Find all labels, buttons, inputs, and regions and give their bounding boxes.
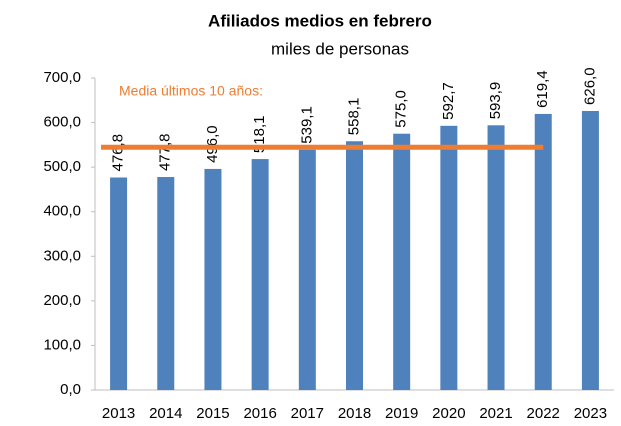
value-label: 539,1	[298, 106, 315, 144]
y-tick-label: 200,0	[43, 292, 81, 309]
y-tick-label: 500,0	[43, 158, 81, 175]
value-label: 518,1	[251, 116, 268, 154]
y-tick-label: 400,0	[43, 203, 81, 220]
chart-subtitle: miles de personas	[271, 39, 409, 58]
bar	[251, 159, 269, 390]
x-tick-label: 2017	[291, 405, 324, 422]
bar	[393, 133, 411, 390]
bar	[110, 177, 128, 390]
x-tick-label: 2019	[385, 405, 418, 422]
bar	[487, 125, 505, 390]
value-label: 626,0	[581, 67, 598, 105]
bar	[346, 141, 363, 390]
value-label: 496,0	[204, 125, 221, 163]
x-tick-label: 2015	[196, 405, 229, 422]
bar	[204, 168, 222, 390]
bar	[298, 149, 316, 390]
y-tick-label: 100,0	[43, 336, 81, 353]
value-label: 592,7	[440, 82, 457, 120]
reference-label: Media últimos 10 años:	[119, 83, 263, 99]
value-label: 619,4	[534, 70, 551, 108]
value-label: 575,0	[393, 90, 410, 128]
bar	[440, 125, 458, 391]
bar	[157, 177, 175, 390]
y-tick-label: 600,0	[43, 114, 81, 131]
x-tick-label: 2016	[243, 405, 276, 422]
x-tick-label: 2023	[574, 405, 607, 422]
value-label: 476,8	[110, 134, 127, 172]
bar	[534, 113, 552, 391]
value-label: 477,8	[157, 133, 174, 171]
y-tick-label: 300,0	[43, 247, 81, 264]
y-tick-label: 700,0	[43, 69, 81, 86]
x-tick-label: 2014	[149, 405, 182, 422]
bar	[581, 110, 599, 391]
y-tick-label: 0,0	[60, 381, 81, 398]
x-tick-label: 2018	[338, 405, 371, 422]
value-label: 593,9	[487, 82, 504, 120]
x-tick-label: 2020	[432, 405, 465, 422]
x-tick-label: 2022	[527, 405, 560, 422]
value-label: 558,1	[345, 98, 362, 136]
x-tick-label: 2021	[479, 405, 512, 422]
chart-title: Afiliados medios en febrero	[208, 11, 432, 30]
x-tick-label: 2013	[102, 405, 135, 422]
